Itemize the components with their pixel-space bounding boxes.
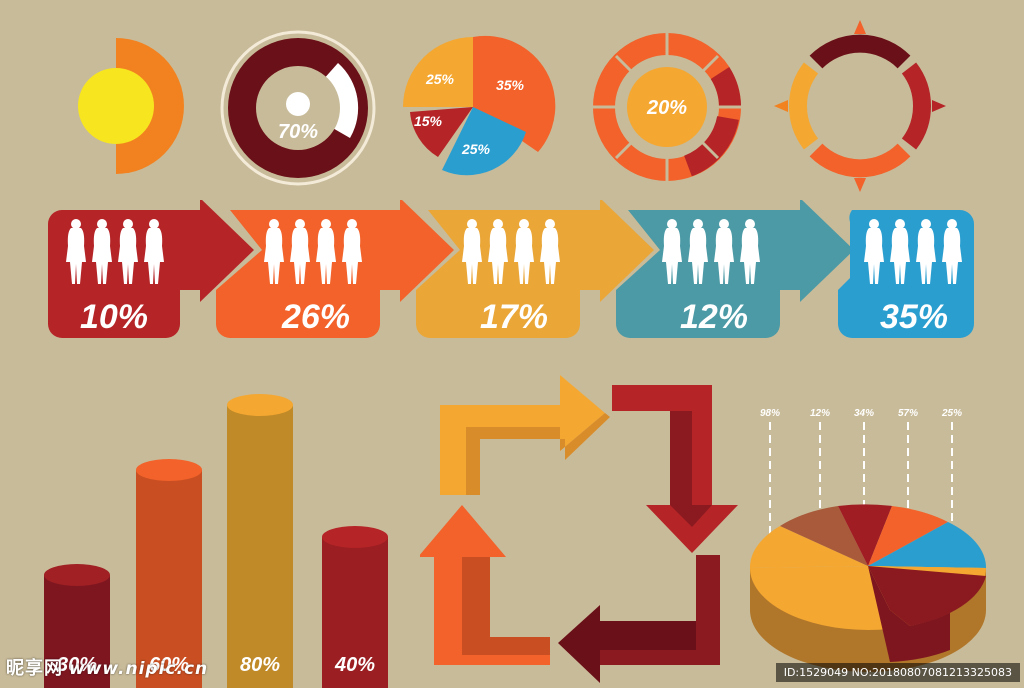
ring-gauge-70: 70%	[220, 30, 376, 186]
watermark-brand: 昵享网	[6, 658, 63, 679]
pie-label-b: 35%	[496, 77, 525, 93]
watermark-site: www.nipic.cn	[69, 659, 209, 679]
step-2-percent: 26%	[281, 298, 350, 336]
cylinder-4: 40%	[322, 526, 388, 688]
cylinder-bars: 30% 60% 80% 40%	[44, 394, 388, 688]
step-5: 35%	[838, 210, 974, 338]
step-1-percent: 10%	[80, 298, 148, 336]
watermark-id: ID:1529049 NO:20180807081213325083	[775, 663, 1020, 682]
step-4-percent: 12%	[680, 298, 748, 336]
step-5-percent: 35%	[880, 298, 948, 336]
pie3d-label-1: 98%	[760, 408, 780, 419]
step-3-percent: 17%	[480, 298, 548, 336]
cylinder-3: 80%	[227, 394, 293, 688]
cylinder-1: 30%	[44, 564, 110, 688]
cycle-arrows-diagram	[420, 375, 738, 683]
pie3d-label-4: 57%	[898, 408, 918, 419]
pie3d-label-3: 34%	[854, 408, 874, 419]
cylinder-1-label: 30%	[57, 654, 97, 676]
cylinder-3-label: 80%	[240, 654, 280, 676]
ring-percent-label: 70%	[278, 121, 318, 143]
pie-3d-chart: 98% 12% 34% 57% 25%	[749, 408, 987, 672]
half-sun-chart	[78, 38, 184, 174]
pie3d-label-2: 12%	[810, 408, 830, 419]
step-4: 12%	[616, 200, 854, 338]
step-2: 26%	[216, 200, 454, 338]
compass-ring-chart	[774, 20, 946, 192]
watermark-logo: 昵享网 www.nipic.cn	[6, 654, 208, 680]
segment-pie-chart: 25% 35% 15% 25%	[403, 35, 556, 176]
step-1: 10%	[48, 200, 254, 338]
segmented-ring-chart: 20%	[592, 32, 742, 182]
step-3: 17%	[416, 200, 654, 338]
pie3d-label-5: 25%	[941, 408, 962, 419]
people-arrow-steps: 10% 26% 17% 12% 35%	[48, 200, 974, 338]
pie-label-d: 25%	[461, 141, 491, 157]
cylinder-4-label: 40%	[334, 654, 375, 676]
segmented-ring-percent: 20%	[646, 97, 687, 119]
cylinder-2: 60%	[136, 459, 202, 688]
pie-label-c: 15%	[414, 113, 443, 129]
cylinder-2-label: 60%	[149, 654, 189, 676]
pie-label-a: 25%	[425, 71, 455, 87]
